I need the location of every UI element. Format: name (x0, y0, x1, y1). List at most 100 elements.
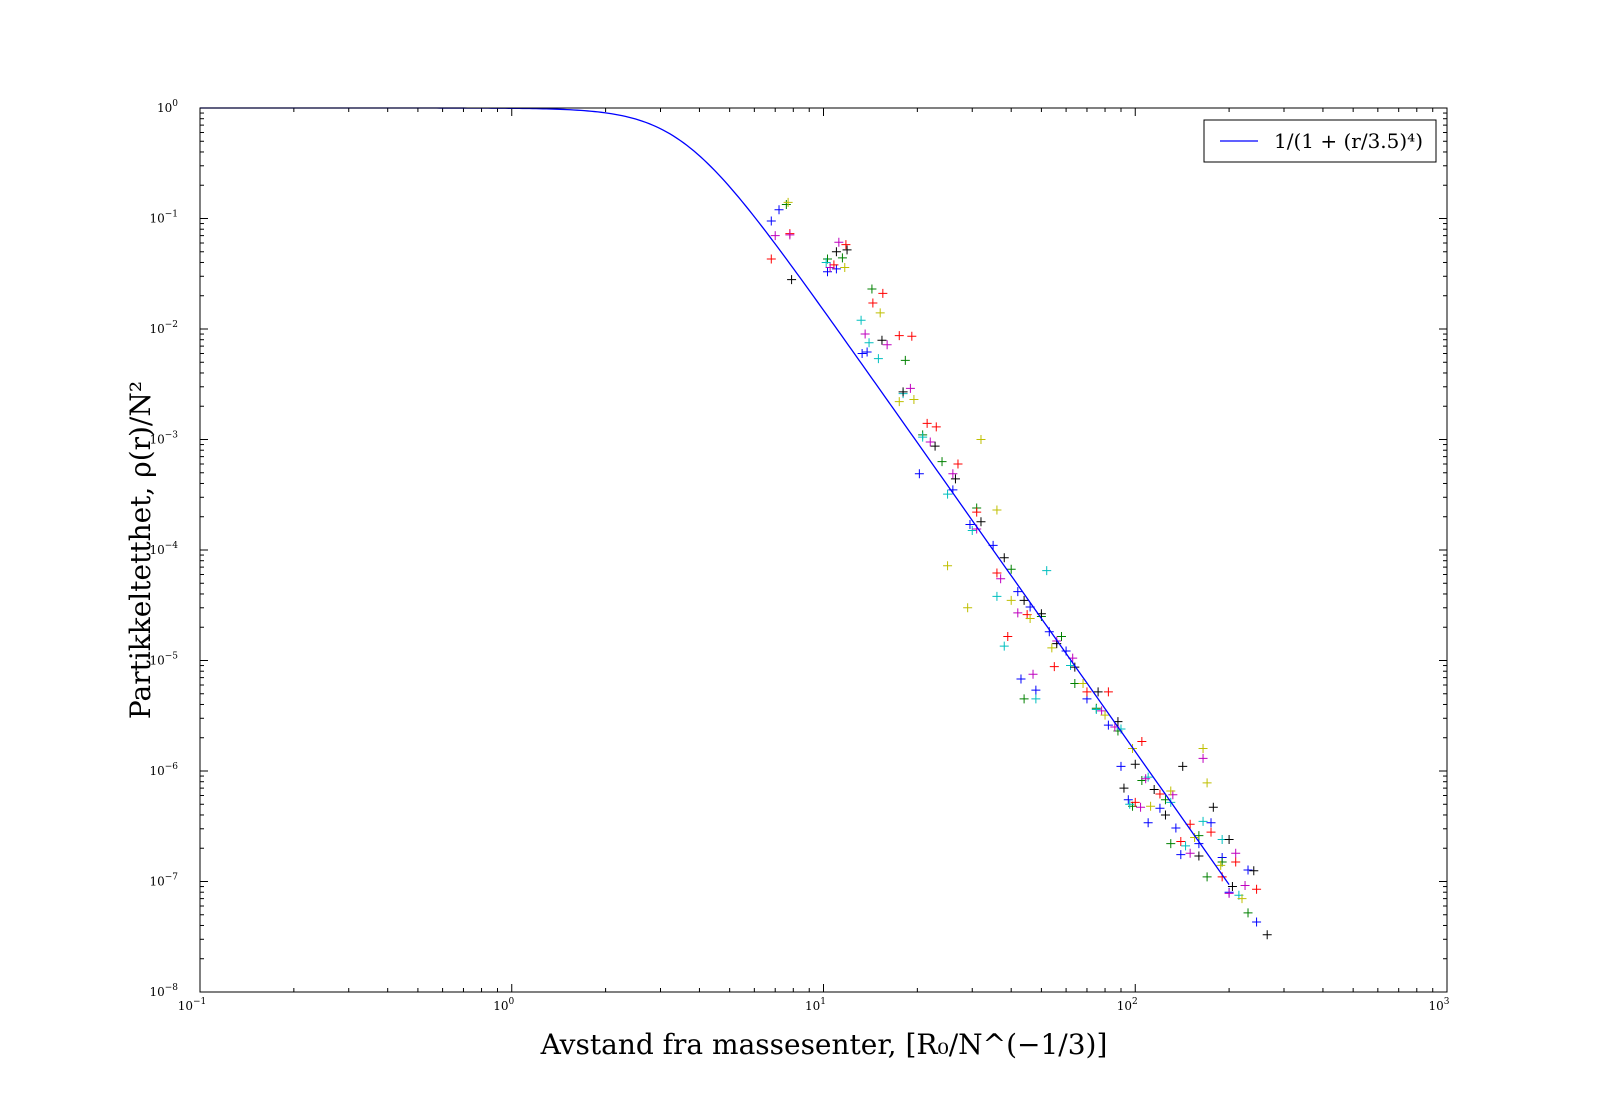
data-point (937, 457, 947, 467)
x-tick-label: 103 (1428, 997, 1449, 1013)
data-point (918, 432, 928, 442)
data-point (1224, 834, 1234, 844)
legend: 1/(1 + (r/3.5)⁴) (1203, 119, 1437, 163)
data-point (1243, 865, 1253, 875)
data-point (1190, 833, 1200, 843)
data-point (1057, 631, 1066, 641)
data-point (1176, 850, 1186, 860)
data-point (1141, 774, 1151, 784)
data-point (1149, 785, 1159, 795)
data-point (1143, 818, 1153, 828)
data-point (1206, 827, 1216, 837)
data-point (1243, 908, 1253, 918)
data-point (840, 263, 850, 273)
data-point (1137, 736, 1147, 746)
data-point (1103, 720, 1113, 730)
data-point (1176, 837, 1186, 847)
data-point (1103, 687, 1113, 697)
data-point (894, 331, 904, 341)
data-point (1093, 687, 1103, 697)
data-point (925, 437, 935, 447)
data-point (943, 561, 953, 571)
data-point (1116, 761, 1126, 771)
data-point (1160, 810, 1170, 820)
data-point (1227, 882, 1237, 892)
data-point (766, 216, 776, 226)
data-point (1146, 801, 1156, 811)
data-point (831, 264, 841, 274)
data-point (963, 603, 973, 613)
data-point (1198, 743, 1208, 753)
data-point (841, 240, 851, 250)
data-point (1155, 789, 1165, 799)
y-tick-label: 100 (157, 99, 178, 115)
data-point (1042, 566, 1052, 576)
data-point (766, 254, 776, 264)
data-point (943, 489, 953, 499)
data-point (905, 383, 915, 393)
data-point (1031, 694, 1041, 704)
data-point (1216, 860, 1226, 870)
data-point (1198, 816, 1208, 826)
data-point (948, 469, 958, 479)
data-point (1155, 803, 1165, 813)
data-point (1202, 778, 1212, 788)
data-point (1025, 613, 1035, 623)
y-tick-label: 10−4 (149, 541, 178, 557)
data-point (907, 331, 917, 341)
x-tick-label: 100 (493, 997, 514, 1013)
data-point (1178, 761, 1188, 771)
data-point (787, 275, 797, 285)
data-point (1137, 776, 1147, 786)
data-point (1078, 678, 1088, 688)
data-point (1119, 783, 1129, 793)
tick-marks (199, 107, 1448, 993)
data-point (882, 340, 892, 350)
data-point (1143, 772, 1153, 782)
data-point (1252, 884, 1262, 894)
x-axis-label: Avstand fra massesenter, [R₀/N^(−1/3)] (540, 1028, 1108, 1061)
data-point (992, 505, 1002, 515)
data-point (829, 260, 839, 270)
data-point (862, 347, 872, 357)
data-point (1168, 790, 1178, 800)
data-point (867, 284, 877, 294)
data-point (875, 308, 885, 318)
data-point (1013, 587, 1023, 597)
data-point (1006, 595, 1016, 605)
fit-line (200, 107, 1230, 885)
data-point (1125, 799, 1135, 809)
data-point (1249, 866, 1259, 876)
data-point (1202, 872, 1212, 882)
legend-label: 1/(1 + (r/3.5)⁴) (1274, 129, 1423, 153)
data-point (1237, 894, 1247, 904)
y-tick-label: 10−5 (149, 652, 178, 668)
data-point (1070, 678, 1080, 688)
data-point (1019, 694, 1029, 704)
data-point (860, 329, 870, 339)
data-point (922, 418, 932, 428)
y-tick-label: 10−1 (149, 210, 178, 226)
y-tick-label: 10−8 (149, 983, 178, 999)
data-point (877, 335, 887, 345)
data-point (992, 591, 1002, 601)
data-point (972, 507, 982, 517)
x-tick-labels: 10−1 100 101 102 103 (178, 997, 1450, 1013)
data-point (837, 253, 847, 263)
data-point (774, 205, 784, 215)
data-point (1003, 631, 1013, 641)
data-point (1006, 564, 1016, 574)
data-point (965, 520, 975, 530)
y-tick-label: 10−3 (149, 431, 178, 447)
data-point (1013, 608, 1023, 618)
data-point (783, 197, 793, 207)
data-point (834, 237, 844, 247)
data-point (1240, 881, 1250, 891)
data-point (967, 526, 977, 536)
data-point (831, 247, 841, 257)
data-point (900, 355, 910, 365)
data-point (781, 199, 791, 209)
data-point (823, 267, 833, 277)
data-point (770, 231, 780, 241)
